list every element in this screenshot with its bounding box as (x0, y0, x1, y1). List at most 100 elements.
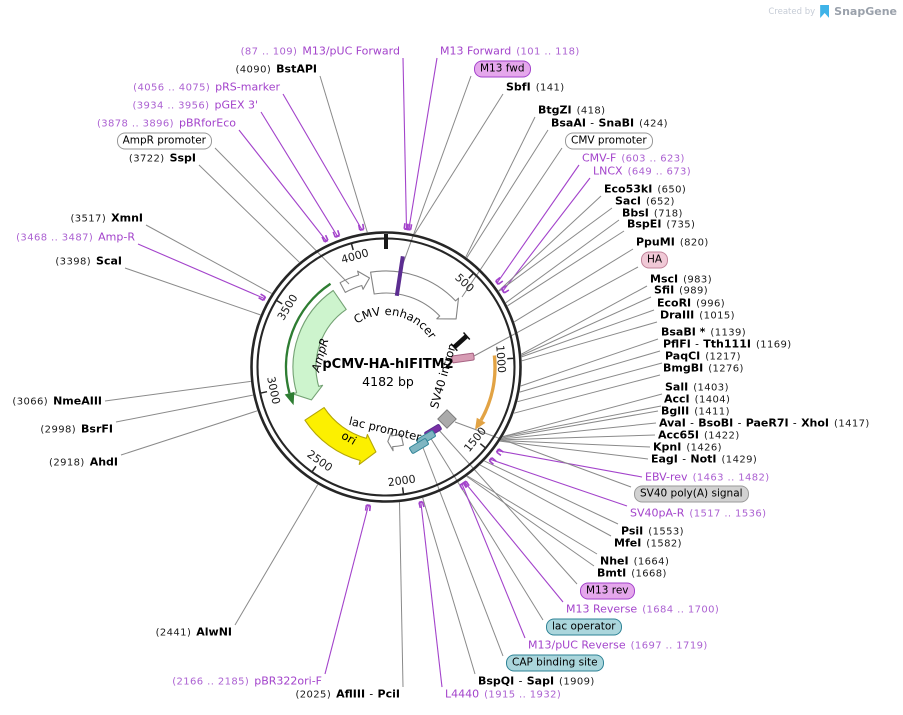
tick-3000 (259, 390, 268, 395)
primer-mark-end (465, 480, 470, 487)
primer-mark-end (488, 460, 494, 465)
feature-label-cmv-promoter[interactable]: CMV promoter (565, 132, 653, 150)
feature-ampr-promoter-arrow[interactable] (339, 270, 371, 293)
enzyme-label-draiii[interactable]: DraIII (1015) (660, 308, 735, 322)
enzyme-label-acc65i[interactable]: Acc65I (1422) (658, 428, 740, 442)
callout-line-pflfi-tth111i (519, 350, 661, 393)
enzyme-label-ecori[interactable]: EcoRI (996) (657, 296, 726, 310)
enzyme-label-paqci[interactable]: PaqCI (1217) (665, 349, 741, 363)
feature-ampr-cds[interactable] (292, 289, 347, 401)
primer-mark-end (496, 451, 502, 457)
primer-mark-end (459, 484, 464, 491)
primer-label-prs-marker[interactable]: (4056 .. 4075) pRS-marker (133, 80, 280, 94)
feature-label-sv40-poly-a-signal[interactable]: SV40 poly(A) signal (634, 485, 749, 503)
feature-sv40-polya-icon[interactable] (437, 409, 457, 429)
enzyme-label-saci[interactable]: SacI (652) (615, 194, 675, 208)
primer-mark-pbr322ori-f (366, 504, 371, 507)
enzyme-label-sfii[interactable]: SfiI (989) (654, 283, 709, 297)
callout-line-psii (484, 460, 619, 525)
enzyme-label-bbsi[interactable]: BbsI (718) (622, 206, 683, 220)
enzyme-label-eagi-noti[interactable]: EagI - NotI (1429) (651, 452, 758, 466)
callout-line-alwni (234, 484, 319, 626)
primer-label-m13-reverse[interactable]: M13 Reverse (1684 .. 1700) (566, 602, 720, 616)
enzyme-label-btgzi[interactable]: BtgZI (418) (538, 103, 606, 117)
callout-line-lncx (502, 177, 591, 291)
callout-line-m13-puc-forward (402, 57, 408, 229)
primer-label-amp-r[interactable]: (3468 .. 3487) Amp-R (16, 230, 135, 244)
primer-mark-end (362, 223, 365, 230)
callout-line-m13-puc-reverse (461, 484, 526, 639)
enzyme-label-sbfi[interactable]: SbfI (141) (506, 80, 565, 94)
callout-line-nhei (467, 475, 598, 555)
enzyme-label-bsaai-snabi[interactable]: BsaAI - SnaBI (424) (551, 116, 668, 130)
primer-label-pbrforeco[interactable]: (3878 .. 3896) pBRforEco (96, 116, 236, 130)
feature-cap-binding-site-icon[interactable] (409, 438, 429, 454)
primer-label-l4440[interactable]: L4440 (1915 .. 1932) (445, 687, 562, 701)
enzyme-label-bstapi[interactable]: (4090) BstAPI (235, 62, 317, 76)
enzyme-label-acci[interactable]: AccI (1404) (664, 392, 731, 406)
callout-line-bsaai-snabi (466, 129, 549, 258)
feature-lac-promoter-arrow[interactable] (387, 431, 404, 452)
enzyme-label-scai[interactable]: (3398) ScaI (55, 254, 122, 268)
enzyme-label-bmgbi[interactable]: BmgBI (1276) (663, 361, 744, 375)
primer-label-pbr322ori-f[interactable]: (2166 .. 2185) pBR322ori-F (172, 674, 322, 688)
callout-line-pbr322ori-f (324, 505, 369, 675)
primer-label-m13-puc-reverse[interactable]: M13/pUC Reverse (1697 .. 1719) (528, 638, 708, 652)
enzyme-label-bspei[interactable]: BspEI (735) (627, 217, 696, 231)
enzyme-label-bglii[interactable]: BglII (1411) (661, 404, 730, 418)
callout-line-bsrfi (115, 394, 253, 423)
primer-label-lncx[interactable]: LNCX (649 .. 673) (593, 164, 692, 178)
primer-mark-end (409, 224, 413, 230)
callout-line-acc65i (500, 434, 656, 441)
enzyme-label-nhei[interactable]: NheI (1664) (600, 554, 670, 568)
primer-mark-end (260, 293, 266, 298)
callout-line-cmv-promoter (461, 147, 563, 298)
enzyme-label-bspqi-sapi[interactable]: BspQI - SapI (1909) (478, 674, 595, 688)
enzyme-label-psii[interactable]: PsiI (1553) (621, 524, 684, 538)
primer-label-m13-forward[interactable]: M13 Forward (101 .. 118) (440, 44, 580, 58)
primer-label-m13-puc-forward[interactable]: (87 .. 109) M13/pUC Forward (240, 44, 400, 58)
callout-line-sv40pa-r (490, 459, 628, 507)
enzyme-label-avai-bsobi-paer7i-xhoi[interactable]: AvaI - BsoBI - PaeR7I - XhoI (1417) (659, 416, 870, 430)
primer-label-ebv-rev[interactable]: EBV-rev (1463 .. 1482) (645, 470, 770, 484)
feature-ha-tag-icon[interactable] (451, 352, 475, 364)
feature-label-ori[interactable]: ori (339, 428, 359, 448)
enzyme-label-mfei[interactable]: MfeI (1582) (614, 536, 682, 550)
enzyme-label-ppumi[interactable]: PpuMI (820) (636, 235, 709, 249)
feature-sv40-intron-arc-head (475, 417, 486, 430)
feature-label-ha[interactable]: HA (641, 251, 669, 269)
enzyme-label-bmti[interactable]: BmtI (1668) (597, 566, 667, 580)
enzyme-label-eco53ki[interactable]: Eco53kI (650) (604, 182, 687, 196)
feature-sv40-intron-arc[interactable] (479, 355, 497, 422)
enzyme-label-xmni[interactable]: (3517) XmnI (70, 211, 143, 225)
feature-label-cap-binding-site[interactable]: CAP binding site (506, 654, 604, 672)
enzyme-label-sspi[interactable]: (3722) SspI (128, 151, 196, 165)
callout-line-sbfi (414, 93, 504, 235)
callout-line-lac-operator (429, 436, 544, 621)
feature-m13-fwd-site[interactable] (394, 255, 405, 297)
enzyme-label-nmeaiii[interactable]: (3066) NmeAIII (12, 394, 102, 408)
feature-ampr-direction[interactable] (284, 282, 332, 394)
enzyme-label-afliii-pcii[interactable]: (2025) AflIII - PciI (295, 687, 400, 701)
primer-mark-end (258, 297, 264, 302)
enzyme-label-pflfi-tth111i[interactable]: PflFI - Tth111I (1169) (663, 337, 792, 351)
primer-label-sv40pa-r[interactable]: SV40pA-R (1517 .. 1536) (630, 506, 767, 520)
feature-label-lac-operator[interactable]: lac operator (546, 618, 622, 636)
feature-ori[interactable] (304, 407, 377, 465)
enzyme-label-alwni[interactable]: (2441) AlwNI (155, 625, 232, 639)
primer-label-pgex-3[interactable]: (3934 .. 3956) pGEX 3' (132, 98, 258, 112)
enzyme-label-sali[interactable]: SalI (1403) (665, 380, 729, 394)
enzyme-label-bsabi[interactable]: BsaBI * (1139) (661, 325, 747, 339)
plasmid-title-block: pCMV-HA-hIFITM2 4182 bp (322, 357, 453, 389)
primer-label-cmv-f[interactable]: CMV-F (603 .. 623) (582, 151, 685, 165)
feature-label-ampr-promoter[interactable]: AmpR promoter (116, 132, 212, 150)
enzyme-label-ahdi[interactable]: (2918) AhdI (49, 455, 118, 469)
tick-label-2000: 2000 (387, 473, 417, 490)
feature-label-m13-fwd[interactable]: M13 fwd (474, 60, 531, 78)
callout-line-cap-binding-site (421, 444, 504, 657)
enzyme-label-bsrfi[interactable]: (2998) BsrFI (40, 422, 113, 436)
enzyme-label-msci[interactable]: MscI (983) (650, 272, 712, 286)
primer-mark-end (495, 276, 501, 282)
feature-label-m13-rev[interactable]: M13 rev (580, 582, 635, 600)
enzyme-label-kpni[interactable]: KpnI (1426) (653, 440, 722, 454)
